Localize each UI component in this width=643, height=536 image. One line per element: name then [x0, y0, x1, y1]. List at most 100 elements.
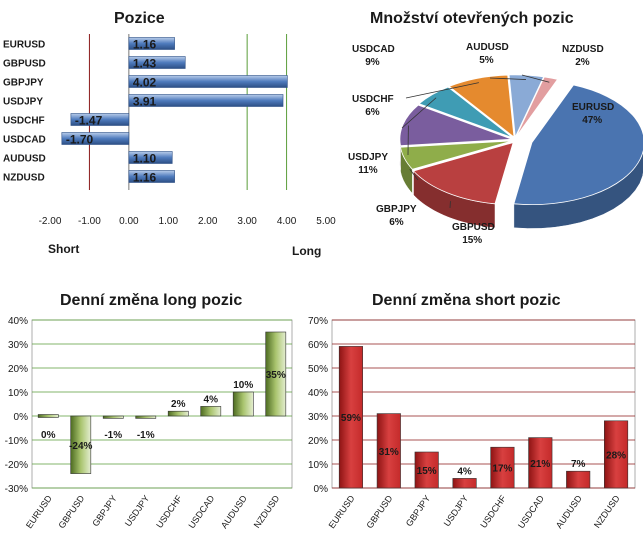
long-bar: [232, 391, 254, 417]
short-category-label: GBPUSD: [364, 493, 394, 530]
short-bar: [604, 420, 629, 489]
short-bar: [452, 478, 477, 489]
pozice-xtick-label: 4.00: [277, 216, 297, 227]
short-value-label: 28%: [606, 450, 626, 461]
short-category-label: AUDUSD: [554, 493, 584, 530]
short-label: Short: [48, 242, 79, 256]
short-ytick-label: 40%: [308, 388, 328, 399]
pie-slice-label: GBPJPY: [376, 204, 417, 215]
pozice-xtick-label: -1.00: [78, 216, 101, 227]
short-value-label: 59%: [341, 413, 361, 424]
pozice-title: Pozice: [114, 10, 165, 27]
pozice-value-label: -1.47: [75, 114, 103, 128]
short-title: Denní změna short pozic: [372, 292, 561, 309]
pozice-category-label: GBPUSD: [3, 59, 46, 70]
long-bar: [135, 415, 157, 419]
long-bar: [265, 331, 287, 417]
pie-slice-value: 47%: [582, 115, 602, 126]
short-category-label: NZDUSD: [592, 493, 622, 530]
short-category-label: USDJPY: [442, 493, 471, 528]
short-value-label: 31%: [379, 447, 399, 458]
pie-slice: [513, 84, 643, 206]
pie-slice-value: 2%: [575, 57, 590, 68]
short-bar: [490, 446, 515, 489]
long-value-label: 0%: [41, 430, 56, 441]
long-value-label: 2%: [171, 399, 186, 410]
pozice-bar: [128, 56, 186, 69]
short-ytick-label: 20%: [308, 436, 328, 447]
pie-slice-label: USDCHF: [352, 94, 394, 105]
long-ytick-label: 0%: [14, 412, 29, 423]
pie-slice: [508, 74, 545, 139]
short-category-label: USDCHF: [478, 493, 508, 530]
short-ytick-label: 50%: [308, 364, 328, 375]
pozice-bar: [128, 94, 284, 107]
long-ytick-label: 40%: [8, 316, 28, 327]
short-ytick-label: 0%: [314, 484, 329, 495]
pozice-value-label: 3.91: [133, 95, 157, 109]
pie-slice-value: 11%: [358, 165, 378, 176]
long-ytick-label: 30%: [8, 340, 28, 351]
pie-slice: [400, 140, 513, 170]
short-value-label: 21%: [530, 459, 550, 470]
long-category-label: USDJPY: [123, 493, 152, 528]
pie-chart: EURUSD 47% GBPUSD 15% GBPJPY 6% USDJPY 11% USDCH…: [348, 42, 643, 246]
pozice-bar: [128, 170, 175, 183]
long-value-label: 35%: [266, 370, 286, 381]
pie-title: Množství otevřených pozic: [370, 10, 574, 27]
short-ytick-label: 60%: [308, 340, 328, 351]
long-chart: -30% -20% -10% 0% 10% 20% 30% 40% 0% EURUSD -24% GB…: [5, 316, 293, 530]
long-bar: [70, 415, 92, 474]
pie-slice: [515, 76, 559, 138]
pie-leader-line: [409, 169, 419, 181]
pozice-value-label: 1.16: [133, 38, 157, 52]
long-value-label: -1%: [137, 430, 155, 441]
pie-slice-value: 15%: [462, 235, 482, 246]
pozice-category-label: NZDUSD: [3, 173, 45, 184]
pozice-xtick-label: 3.00: [237, 216, 257, 227]
pozice-xtick-label: 2.00: [198, 216, 218, 227]
pie-slice-label: AUDUSD: [466, 42, 509, 53]
pozice-value-label: 4.02: [133, 76, 157, 90]
pie-slice-label: NZDUSD: [562, 44, 604, 55]
short-bar: [376, 413, 401, 489]
long-category-label: USDCHF: [154, 493, 184, 530]
pozice-bar: [61, 132, 130, 145]
short-ytick-label: 30%: [308, 412, 328, 423]
pie-slice-label: USDCAD: [352, 44, 395, 55]
long-value-label: 10%: [233, 380, 253, 391]
pozice-xtick-label: 0.00: [119, 216, 139, 227]
long-category-label: EURUSD: [24, 493, 54, 530]
long-ytick-label: -30%: [5, 484, 28, 495]
pie-slice-value: 9%: [365, 57, 380, 68]
long-ytick-label: -10%: [5, 436, 28, 447]
pozice-category-label: EURUSD: [3, 40, 45, 51]
long-category-label: GBPUSD: [56, 493, 86, 530]
short-value-label: 15%: [417, 466, 437, 477]
pie-slice-value: 5%: [479, 55, 494, 66]
pozice-bar: [128, 37, 175, 50]
pozice-value-label: 1.16: [133, 171, 157, 185]
pie-slice-value: 6%: [389, 217, 404, 228]
short-value-label: 4%: [457, 466, 472, 477]
short-chart: 0% 10% 20% 30% 40% 50% 60% 70% 59% EURUSD 31% GBPUS…: [308, 316, 636, 530]
pozice-bar: [128, 75, 288, 88]
pie-slice-label: GBPUSD: [452, 222, 495, 233]
pie-leader-line: [405, 82, 479, 99]
long-bar: [37, 414, 59, 418]
pozice-xtick-label: 1.00: [159, 216, 179, 227]
long-category-label: AUDUSD: [219, 493, 249, 530]
long-ytick-label: -20%: [5, 460, 28, 471]
long-bar: [102, 415, 124, 419]
pie-leader-line: [489, 77, 526, 80]
pie-leader-line: [401, 97, 437, 129]
pozice-category-label: USDCAD: [3, 135, 46, 146]
short-bar: [566, 470, 591, 489]
short-value-label: 17%: [492, 464, 512, 475]
pie-leader-line: [521, 74, 550, 83]
long-bar: [167, 410, 189, 417]
short-category-label: EURUSD: [327, 493, 357, 530]
pozice-value-label: 1.43: [133, 57, 157, 71]
short-category-label: USDCAD: [516, 493, 546, 530]
long-value-label: -24%: [69, 441, 92, 452]
